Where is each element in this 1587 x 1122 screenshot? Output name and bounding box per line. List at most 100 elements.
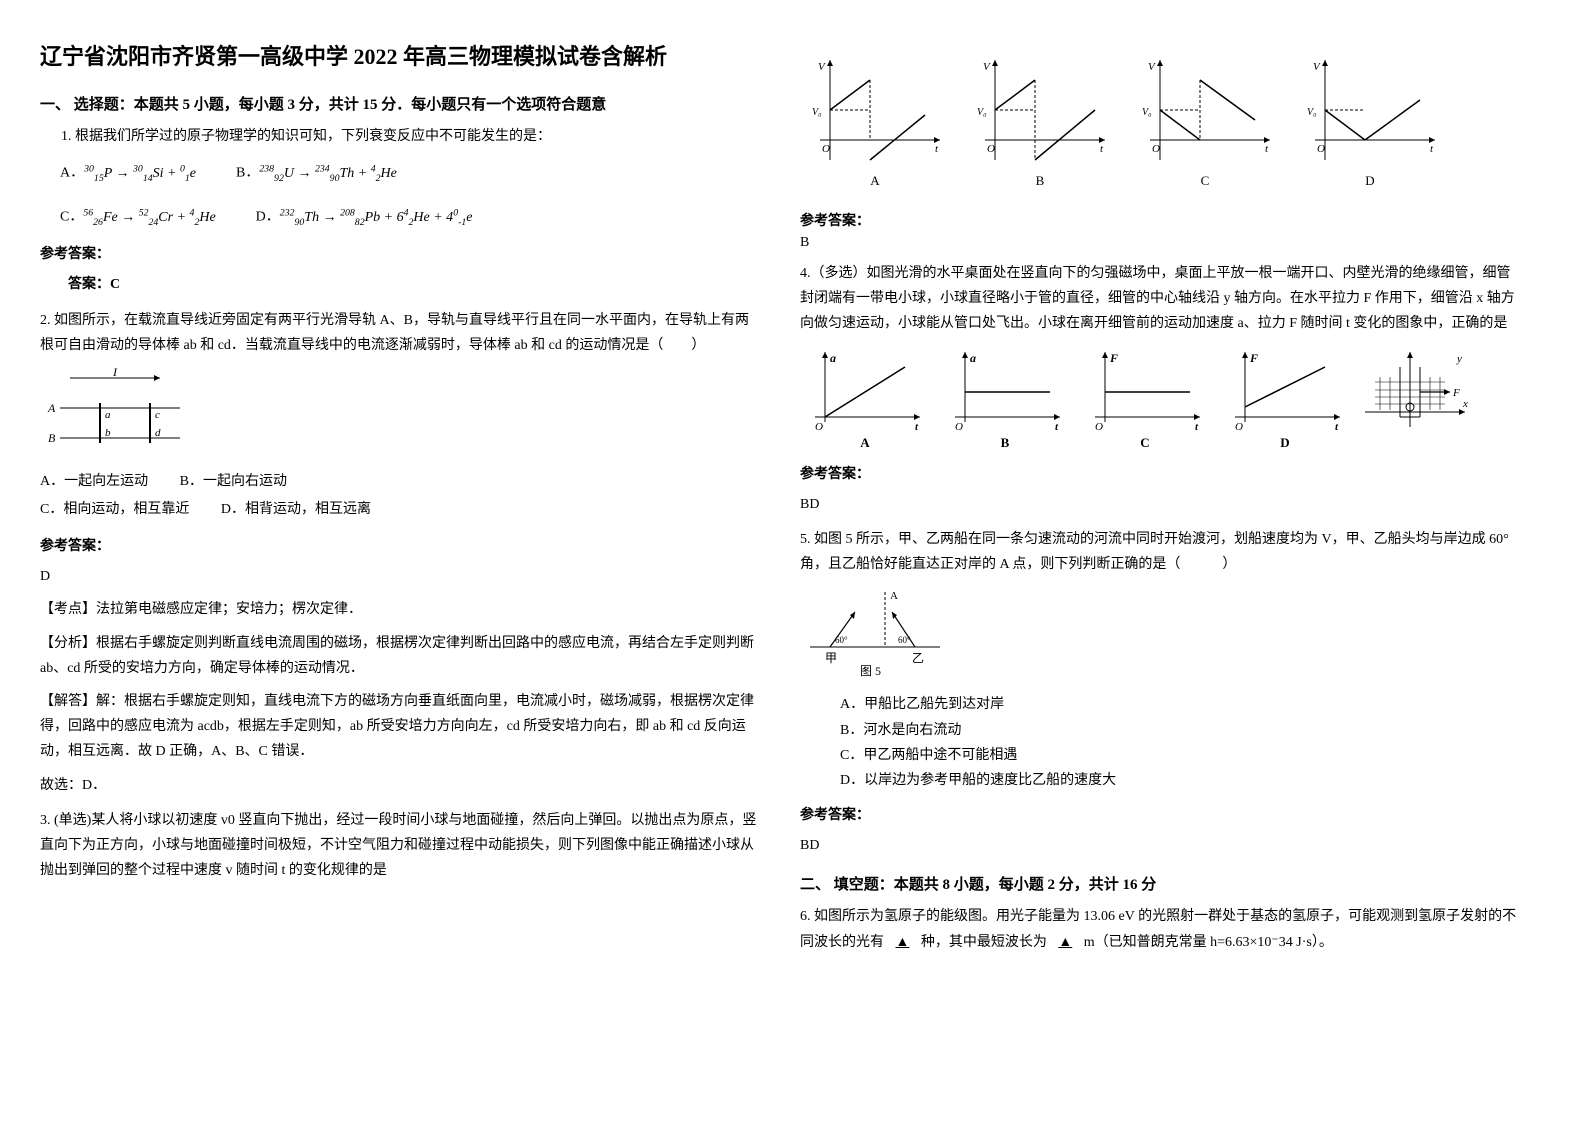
svg-text:t: t <box>1265 143 1269 155</box>
q2-label-B: B <box>48 431 56 445</box>
svg-text:A: A <box>870 173 880 188</box>
q3-text: 3. (单选)某人将小球以初速度 v0 竖直向下抛出，经过一段时间小球与地面碰撞… <box>40 808 760 884</box>
q1-optC: C．5626Fe → 5224Cr + 42He <box>60 203 216 232</box>
q4-graphs-svg: a O t A a O t B <box>800 347 1480 452</box>
svg-text:A: A <box>860 435 870 450</box>
q1-answer: 答案：C <box>40 272 760 297</box>
svg-text:t: t <box>935 143 939 155</box>
q1-optA: A．3015P → 3014Si + 01e <box>60 159 196 188</box>
question-4: 4.（多选）如图光滑的水平桌面处在竖直向下的匀强磁场中，桌面上平放一根一端开口、… <box>800 261 1520 517</box>
svg-text:乙: 乙 <box>912 651 924 665</box>
svg-text:O: O <box>822 143 830 155</box>
svg-text:C: C <box>1140 435 1149 450</box>
q4-graph-B: a O t B <box>955 351 1060 450</box>
section1-header: 一、 选择题：本题共 5 小题，每小题 3 分，共计 15 分．每小题只有一个选… <box>40 93 760 114</box>
q4-graph-xy: y x F <box>1365 352 1468 427</box>
svg-text:60°: 60° <box>898 635 911 645</box>
q6-p2: 种，其中最短波长为 <box>921 935 1047 950</box>
q2-label-A: A <box>47 401 56 415</box>
q2-fenxi: 【分析】根据右手螺旋定则判断直线电流周围的磁场，根据楞次定律判断出回路中的感应电… <box>40 631 760 681</box>
q2-label-d: d <box>155 427 161 439</box>
q4-graphs: a O t A a O t B <box>800 347 1520 452</box>
q2-kaodian: 【考点】法拉第电磁感应定律；安培力；楞次定律． <box>40 597 760 622</box>
svg-text:t: t <box>915 421 919 433</box>
svg-text:甲: 甲 <box>825 651 837 665</box>
q1-optD: D．23290Th → 20882Pb + 642He + 40-1e <box>256 203 473 232</box>
svg-text:F: F <box>1452 387 1460 399</box>
svg-text:V₀: V₀ <box>1142 107 1152 118</box>
q3-graph-A: V V₀ O t A <box>812 60 940 188</box>
svg-text:V: V <box>1313 61 1321 73</box>
q3-answer: B <box>800 235 1520 251</box>
q2-label-a: a <box>105 409 111 421</box>
q1-options: A．3015P → 3014Si + 01e B．23892U → 23490T… <box>60 159 760 232</box>
q2-circuit-svg: I A B a b c d <box>40 368 190 458</box>
svg-text:D: D <box>1280 435 1289 450</box>
q2-optB: B．一起向右运动 <box>180 474 287 489</box>
svg-text:t: t <box>1055 421 1059 433</box>
svg-text:a: a <box>970 351 976 365</box>
svg-text:B: B <box>1036 173 1045 188</box>
svg-text:A: A <box>890 590 898 602</box>
q3-graph-D: V V₀ O t D <box>1307 60 1435 188</box>
q2-diagram: I A B a b c d <box>40 368 760 458</box>
svg-text:O: O <box>1317 143 1325 155</box>
svg-text:V₀: V₀ <box>1307 107 1317 118</box>
question-3: 3. (单选)某人将小球以初速度 v0 竖直向下抛出，经过一段时间小球与地面碰撞… <box>40 808 760 884</box>
q2-optD: D．相背运动，相互远离 <box>221 502 371 517</box>
q2-label-c: c <box>155 409 160 421</box>
svg-text:t: t <box>1430 143 1434 155</box>
svg-text:V₀: V₀ <box>977 107 987 118</box>
q6-blank1: ▲ <box>888 935 918 950</box>
svg-text:V: V <box>983 61 991 73</box>
svg-text:D: D <box>1365 173 1374 188</box>
question-6: 6. 如图所示为氢原子的能级图。用光子能量为 13.06 eV 的光照射一群处于… <box>800 904 1520 954</box>
q4-graph-C: F O t C <box>1095 351 1200 450</box>
svg-text:F: F <box>1249 351 1258 365</box>
q4-graph-D: F O t D <box>1235 351 1340 450</box>
svg-text:O: O <box>815 421 823 433</box>
question-5: 5. 如图 5 所示，甲、乙两船在同一条匀速流动的河流中同时开始渡河，划船速度均… <box>800 527 1520 859</box>
q5-diagram: A 60° 60° 甲 乙 图 5 <box>800 587 1520 682</box>
svg-text:t: t <box>1195 421 1199 433</box>
q5-optC: C．甲乙两船中途不可能相遇 <box>840 743 1520 768</box>
svg-text:O: O <box>987 143 995 155</box>
q1-optB: B．23892U → 23490Th + 42He <box>236 159 397 188</box>
q3-graphs-svg: V V₀ O t A V V₀ O <box>800 50 1480 200</box>
q2-text: 2. 如图所示，在载流直导线近旁固定有两平行光滑导轨 A、B，导轨与直导线平行且… <box>40 308 760 358</box>
svg-text:a: a <box>830 351 836 365</box>
q4-text: 4.（多选）如图光滑的水平桌面处在竖直向下的匀强磁场中，桌面上平放一根一端开口、… <box>800 261 1520 337</box>
svg-text:O: O <box>1095 421 1103 433</box>
q2-guxuan: 故选：D． <box>40 773 760 798</box>
q5-optD: D．以岸边为参考甲船的速度比乙船的速度大 <box>840 768 1520 793</box>
q5-diagram-svg: A 60° 60° 甲 乙 图 5 <box>800 587 960 682</box>
q3-graphs: V V₀ O t A V V₀ O <box>800 50 1520 200</box>
svg-text:x: x <box>1462 398 1468 410</box>
q5-optA: A．甲船比乙船先到达对岸 <box>840 692 1520 717</box>
question-2: 2. 如图所示，在载流直导线近旁固定有两平行光滑导轨 A、B，导轨与直导线平行且… <box>40 308 760 798</box>
q5-optB: B．河水是向右流动 <box>840 718 1520 743</box>
q2-answer-label: 参考答案： <box>40 534 760 559</box>
q5-answer-label: 参考答案： <box>800 803 1520 828</box>
q6-blank2: ▲ <box>1050 935 1080 950</box>
q5-answer: BD <box>800 833 1520 858</box>
q2-label-b: b <box>105 427 111 439</box>
q2-answer: D <box>40 564 760 589</box>
left-column: 辽宁省沈阳市齐贤第一高级中学 2022 年高三物理模拟试卷含解析 一、 选择题：… <box>40 40 760 965</box>
svg-text:60°: 60° <box>835 635 848 645</box>
q2-optA: A．一起向左运动 <box>40 474 148 489</box>
svg-text:O: O <box>1235 421 1243 433</box>
q6-p3: m（已知普朗克常量 h=6.63×10⁻34 J·s）。 <box>1084 935 1333 950</box>
page-title: 辽宁省沈阳市齐贤第一高级中学 2022 年高三物理模拟试卷含解析 <box>40 40 760 73</box>
svg-text:V: V <box>1148 61 1156 73</box>
svg-text:O: O <box>955 421 963 433</box>
q4-answer-label: 参考答案： <box>800 462 1520 487</box>
q1-answer-label: 参考答案： <box>40 242 760 267</box>
svg-text:图 5: 图 5 <box>860 664 881 678</box>
q2-label-I: I <box>112 368 118 379</box>
q3-answer-label: 参考答案： <box>800 210 1520 230</box>
svg-text:F: F <box>1109 351 1118 365</box>
q4-graph-A: a O t A <box>815 351 920 450</box>
q5-options: A．甲船比乙船先到达对岸 B．河水是向右流动 C．甲乙两船中途不可能相遇 D．以… <box>840 692 1520 793</box>
section2-header: 二、 填空题：本题共 8 小题，每小题 2 分，共计 16 分 <box>800 873 1520 894</box>
